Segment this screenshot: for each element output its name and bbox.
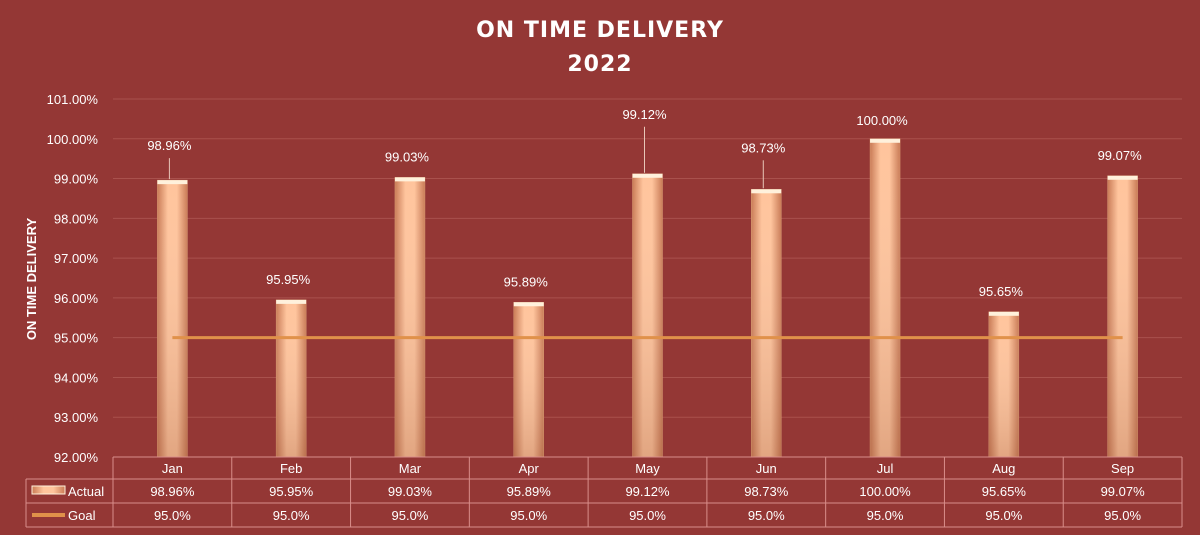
y-tick-label: 99.00% <box>54 172 99 187</box>
bar-cap <box>157 180 188 185</box>
table-cell-goal: 95.0% <box>273 508 310 523</box>
table-cell-actual: 99.03% <box>388 484 433 499</box>
x-tick-label: Jun <box>756 461 777 476</box>
bar-shade <box>751 189 782 457</box>
legend-key-actual <box>31 485 66 495</box>
bar-shade <box>394 177 425 457</box>
table-cell-goal: 95.0% <box>629 508 666 523</box>
legend-label-goal: Goal <box>68 508 96 523</box>
x-tick-label: Sep <box>1111 461 1134 476</box>
bar-shade <box>513 302 544 457</box>
table-cell-goal: 95.0% <box>985 508 1022 523</box>
table-cell-actual: 98.73% <box>744 484 789 499</box>
bar-cap <box>632 173 663 178</box>
bar-shade <box>870 138 901 457</box>
x-tick-label: Jan <box>162 461 183 476</box>
y-tick-label: 96.00% <box>54 291 99 306</box>
bar-cap <box>988 311 1019 316</box>
bar-shade <box>988 311 1019 457</box>
table-cell-actual: 100.00% <box>859 484 911 499</box>
data-label: 98.73% <box>741 140 786 155</box>
bar-shade <box>1107 175 1138 457</box>
table-cell-actual: 99.07% <box>1101 484 1146 499</box>
table-cell-goal: 95.0% <box>748 508 785 523</box>
bar-cap <box>276 299 307 304</box>
bar-shade <box>157 180 188 457</box>
table-cell-actual: 95.65% <box>982 484 1027 499</box>
table-cell-actual: 98.96% <box>150 484 195 499</box>
y-tick-label: 97.00% <box>54 251 99 266</box>
y-tick-label: 93.00% <box>54 410 99 425</box>
x-tick-label: Feb <box>280 461 302 476</box>
table-cell-goal: 95.0% <box>392 508 429 523</box>
bar-cap <box>751 189 782 194</box>
chart-title: ON TIME DELIVERY <box>476 18 724 43</box>
data-label: 98.96% <box>147 138 192 153</box>
table-cell-goal: 95.0% <box>867 508 904 523</box>
bar-cap <box>394 177 425 182</box>
data-label: 99.12% <box>622 107 667 122</box>
bar-shade <box>632 173 663 457</box>
bar-cap <box>870 138 901 143</box>
x-tick-label: Mar <box>399 461 422 476</box>
data-label: 100.00% <box>856 113 908 128</box>
y-tick-label: 92.00% <box>54 450 99 465</box>
legend-label-actual: Actual <box>68 484 104 499</box>
data-label: 95.65% <box>979 284 1024 299</box>
table-cell-goal: 95.0% <box>510 508 547 523</box>
x-tick-label: Jul <box>877 461 894 476</box>
table-cell-goal: 95.0% <box>1104 508 1141 523</box>
x-tick-label: Aug <box>992 461 1015 476</box>
table-cell-goal: 95.0% <box>154 508 191 523</box>
bar-shade <box>276 299 307 457</box>
y-tick-label: 100.00% <box>47 132 99 147</box>
bar-cap <box>513 302 544 307</box>
chart-subtitle: 2022 <box>567 52 632 77</box>
table-cell-actual: 99.12% <box>625 484 670 499</box>
data-label: 99.07% <box>1098 148 1143 163</box>
y-tick-label: 101.00% <box>47 92 99 107</box>
y-tick-label: 94.00% <box>54 370 99 385</box>
y-tick-label: 95.00% <box>54 331 99 346</box>
x-tick-label: May <box>635 461 660 476</box>
data-label: 95.95% <box>266 272 311 287</box>
data-label: 95.89% <box>504 274 549 289</box>
y-tick-label: 98.00% <box>54 211 99 226</box>
bar-cap <box>1107 175 1138 180</box>
y-axis-label: ON TIME DELIVERY <box>24 218 39 341</box>
table-cell-actual: 95.89% <box>507 484 552 499</box>
table-cell-actual: 95.95% <box>269 484 314 499</box>
x-tick-label: Apr <box>519 461 540 476</box>
data-label: 99.03% <box>385 149 430 164</box>
